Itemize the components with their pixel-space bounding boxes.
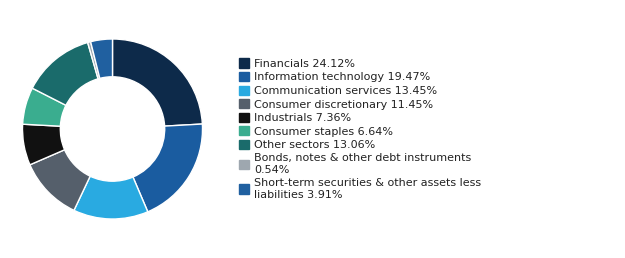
- Wedge shape: [133, 124, 202, 212]
- Wedge shape: [91, 39, 112, 78]
- Wedge shape: [74, 176, 148, 219]
- Wedge shape: [22, 88, 66, 126]
- Wedge shape: [88, 42, 100, 79]
- Legend: Financials 24.12%, Information technology 19.47%, Communication services 13.45%,: Financials 24.12%, Information technolog…: [239, 58, 481, 200]
- Wedge shape: [30, 150, 90, 210]
- Wedge shape: [112, 39, 202, 126]
- Wedge shape: [22, 124, 64, 165]
- Wedge shape: [32, 43, 98, 105]
